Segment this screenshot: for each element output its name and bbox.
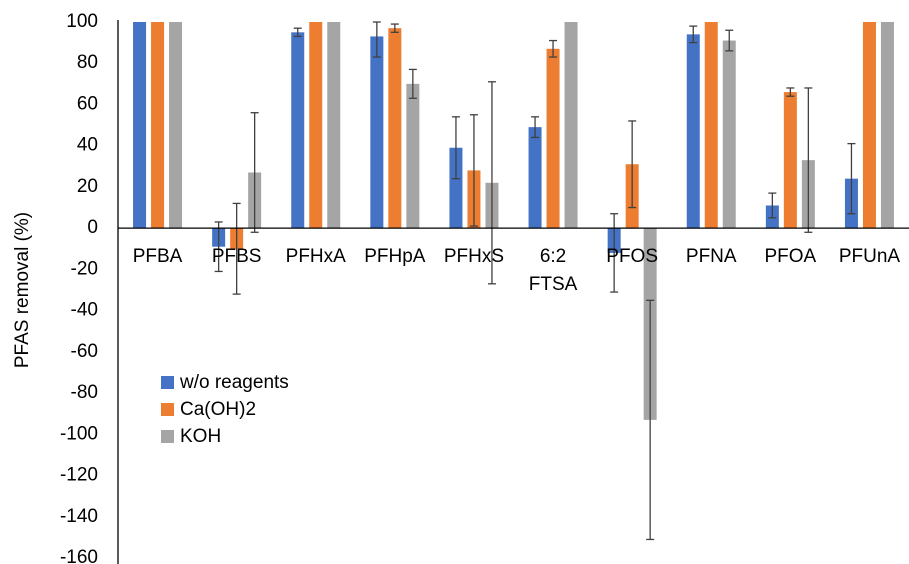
y-tick-label: -100 — [60, 423, 98, 444]
legend-entry: KOH — [161, 426, 221, 447]
legend-entry: Ca(OH)2 — [161, 399, 256, 420]
x-category-label: 6:2 FTSA — [529, 246, 578, 295]
bar-w-o-reagents-6-2-ftsa — [528, 127, 542, 229]
error-bar — [408, 68, 417, 99]
legend: w/o reagents Ca(OH)2 KOH — [161, 372, 289, 447]
error-bar — [232, 202, 241, 295]
error-bar — [646, 299, 655, 541]
y-tick-label: -60 — [71, 341, 98, 362]
bar-koh-pfna — [722, 40, 736, 229]
y-tick-label: -40 — [71, 300, 98, 321]
error-bar — [610, 213, 619, 293]
y-tick-label: 0 — [87, 217, 98, 238]
bar-ca-oh-2-pfuna — [862, 22, 876, 229]
y-tick-labels: 100 80 60 40 20 0 -20 -40 -60 -80 -100 -120 -140 -160 — [60, 11, 98, 564]
y-tick-label: -140 — [60, 506, 98, 527]
y-tick-label: 20 — [77, 176, 98, 197]
error-bar — [804, 87, 813, 233]
error-bar — [628, 120, 637, 209]
x-category-label: PFHpA — [364, 246, 426, 267]
bar-ca-oh-2-pfhpa — [388, 28, 402, 229]
legend-entry: w/o reagents — [161, 372, 289, 393]
bar-w-o-reagents-pfhxa — [291, 32, 305, 229]
error-bar — [725, 29, 734, 52]
legend-label: KOH — [180, 426, 221, 447]
bar-w-o-reagents-pfhpa — [370, 36, 384, 229]
bar-ca-oh-2-pfoa — [783, 92, 797, 229]
x-category-label: PFOA — [764, 246, 816, 267]
error-bars-layer — [214, 21, 856, 541]
legend-label: Ca(OH)2 — [180, 399, 256, 420]
bar-koh-pfhpa — [406, 83, 420, 229]
y-tick-label: -160 — [60, 547, 98, 564]
x-category-label: PFNA — [686, 246, 737, 267]
error-bar — [487, 81, 496, 285]
bar-w-o-reagents-pfba — [133, 22, 147, 229]
y-axis-title: PFAS removal (%) — [12, 212, 33, 368]
error-bar — [469, 114, 478, 227]
bar-w-o-reagents-pfna — [686, 34, 700, 229]
error-bar — [786, 87, 795, 97]
error-bar — [768, 192, 777, 219]
bar-koh-pfhxa — [327, 22, 341, 229]
x-category-label: PFHxA — [286, 246, 347, 267]
x-category-label: PFBS — [212, 246, 262, 267]
legend-swatch — [161, 430, 174, 443]
bar-ca-oh-2-pfna — [704, 22, 718, 229]
bar-koh-pfba — [169, 22, 183, 229]
x-category-label: PFOS — [606, 246, 658, 267]
x-category-label: PFBA — [133, 246, 183, 267]
error-bar — [847, 142, 856, 215]
error-bar — [390, 23, 399, 33]
legend-swatch — [161, 403, 174, 416]
x-category-label: PFHxS — [444, 246, 504, 267]
bar-ca-oh-2-pfhxa — [309, 22, 323, 229]
y-tick-label: 40 — [77, 135, 98, 156]
error-bar — [293, 27, 302, 38]
y-tick-label: -20 — [71, 258, 98, 279]
bar-koh-pfuna — [880, 22, 894, 229]
x-category-label: PFUnA — [839, 246, 901, 267]
error-bar — [549, 39, 558, 58]
y-tick-label: -120 — [60, 465, 98, 486]
error-bar — [451, 116, 460, 180]
error-bar — [531, 116, 540, 139]
error-bar — [214, 221, 223, 273]
legend-swatch — [161, 376, 174, 389]
bars-layer — [133, 22, 894, 420]
y-tick-label: 100 — [66, 11, 98, 32]
error-bar — [689, 25, 698, 44]
bar-ca-oh-2-6-2-ftsa — [546, 48, 560, 229]
legend-label: w/o reagents — [179, 372, 289, 393]
y-tick-label: -80 — [71, 382, 98, 403]
y-tick-label: 60 — [77, 93, 98, 114]
bar-koh-6-2-ftsa — [564, 22, 578, 229]
bar-ca-oh-2-pfba — [151, 22, 165, 229]
axes-layer — [117, 20, 909, 564]
bar-w-o-reagents-pfhxs — [449, 147, 463, 229]
category-labels: PFBA PFBS PFHxA PFHpA PFHxS 6:2 FTSA PFOS PFNA PF… — [133, 246, 901, 295]
error-bar — [372, 21, 381, 58]
error-bar — [250, 112, 259, 233]
y-tick-label: 80 — [77, 52, 98, 73]
